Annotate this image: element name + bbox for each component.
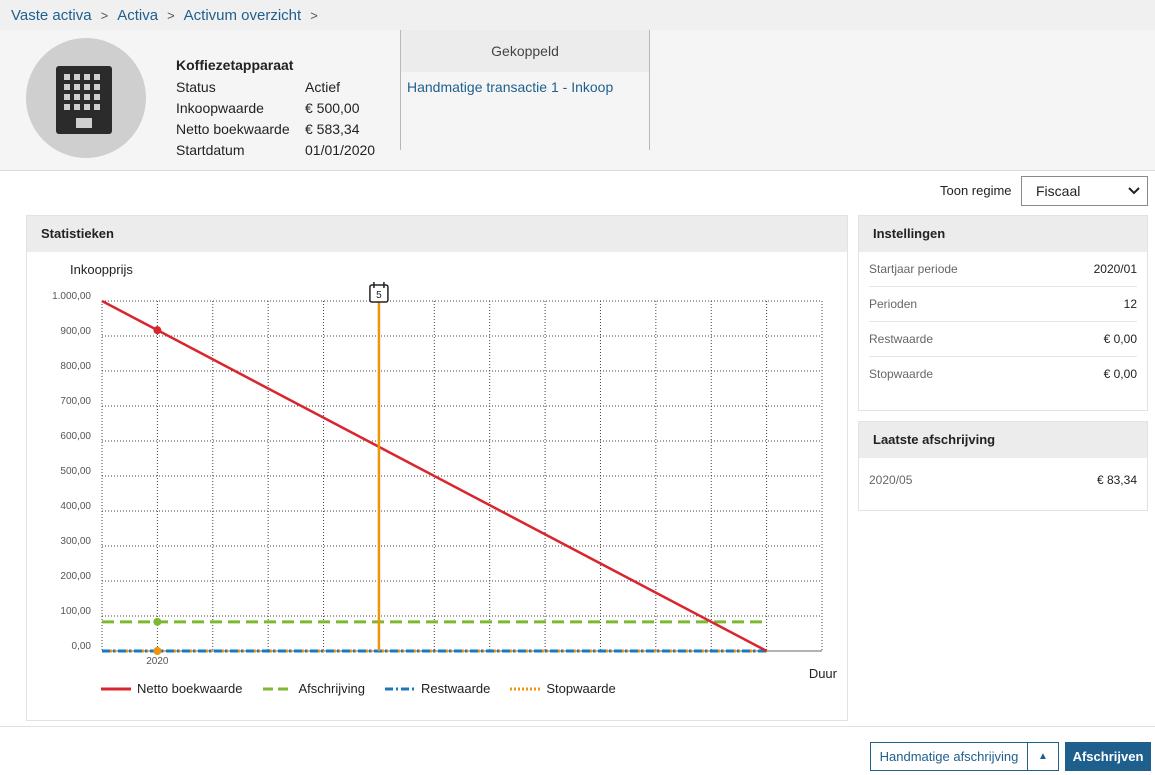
legend-item: Restwaarde — [384, 681, 491, 696]
x-axis-label: Duur — [809, 666, 838, 681]
legend-item: Afschrijving — [262, 681, 365, 696]
legend-item: Netto boekwaarde — [101, 681, 243, 696]
settings-row: Stopwaarde € 0,00 — [869, 357, 1137, 392]
manual-depreciation-button[interactable]: Handmatige afschrijving — [870, 742, 1028, 771]
settings-key: Startjaar periode — [869, 262, 958, 276]
chevron-right-icon: > — [167, 7, 175, 23]
breadcrumb-activa[interactable]: Activa — [117, 6, 159, 24]
depreciate-button[interactable]: Afschrijven — [1065, 742, 1151, 771]
building-icon — [56, 66, 112, 134]
legend-swatch-afschrijving — [262, 687, 293, 690]
settings-value: € 0,00 — [1103, 332, 1137, 346]
last-depreciation-period: 2020/05 — [869, 473, 913, 487]
avatar — [26, 38, 146, 158]
property-row: Status Actief — [176, 77, 375, 98]
settings-value: € 0,00 — [1103, 367, 1137, 381]
chart-legend: Netto boekwaarde Afschrijving Restwaarde… — [101, 681, 636, 696]
property-key: Inkoopwaarde — [176, 100, 264, 116]
settings-panel: Instellingen Startjaar periode 2020/01 Pe… — [858, 215, 1148, 411]
property-value: € 500,00 — [305, 100, 360, 116]
property-value: € 583,34 — [305, 121, 360, 137]
legend-label: Restwaarde — [420, 681, 491, 696]
property-row: Netto boekwaarde € 583,34 — [176, 119, 375, 140]
depreciation-chart: Inkoopprijs Duur 1.000,00 900,00 800,00 700… — [52, 262, 838, 681]
settings-row: Startjaar periode 2020/01 — [869, 252, 1137, 287]
legend-item: Stopwaarde — [510, 681, 616, 696]
breadcrumb-activum-overzicht[interactable]: Activum overzicht — [183, 6, 302, 24]
y-tick-label: 600,00 — [60, 431, 91, 442]
regime-label: Toon regime — [940, 183, 1012, 198]
last-depreciation-amount: € 83,34 — [1096, 473, 1137, 487]
statistics-title: Statistieken — [27, 216, 847, 252]
settings-key: Stopwaarde — [869, 367, 934, 381]
last-depreciation-row: 2020/05 € 83,34 — [869, 458, 1137, 502]
legend-label: Stopwaarde — [546, 681, 616, 696]
settings-title: Instellingen — [859, 216, 1147, 252]
footer-divider — [0, 726, 1155, 727]
x-tick-label: 2020 — [146, 656, 169, 667]
property-key: Status — [176, 79, 216, 95]
current-period-label: 5 — [376, 290, 382, 301]
data-point — [153, 326, 162, 335]
chevron-right-icon: > — [100, 7, 109, 23]
legend-label: Netto boekwaarde — [137, 681, 243, 696]
linked-panel: Gekoppeld Handmatige transactie 1 - Inko… — [400, 30, 650, 150]
breadcrumb: Vaste activa > Activa > Activum overzich… — [0, 0, 1155, 30]
last-depreciation-panel: Laatste afschrijving 2020/05 € 83,34 — [858, 421, 1148, 511]
asset-properties: Status Actief Inkoopwaarde € 500,00 Netto … — [176, 77, 375, 161]
statistics-panel: Statistieken Inkoopprijs Duur 1.000,00 90… — [26, 215, 848, 721]
property-value: Actief — [305, 79, 341, 95]
regime-selected-value: Fiscaal — [1036, 183, 1081, 199]
settings-value: 2020/01 — [1093, 262, 1137, 276]
y-tick-label: 300,00 — [60, 536, 91, 547]
calendar-icon — [369, 284, 389, 303]
last-depreciation-title: Laatste afschrijving — [859, 422, 1147, 458]
y-tick-label: 800,00 — [60, 361, 91, 372]
settings-row: Perioden 12 — [869, 287, 1137, 322]
y-tick-label: 0,00 — [72, 641, 92, 652]
regime-select[interactable]: Fiscaal — [1021, 176, 1148, 206]
chevron-down-icon — [1128, 187, 1140, 195]
chevron-right-icon: > — [310, 7, 318, 23]
data-point — [153, 617, 162, 626]
linked-transaction-link[interactable]: Handmatige transactie 1 - Inkoop — [407, 79, 614, 95]
property-row: Startdatum 01/01/2020 — [176, 140, 375, 161]
y-tick-label: 200,00 — [60, 571, 91, 582]
y-tick-label: 500,00 — [60, 466, 91, 477]
legend-swatch-netto — [101, 687, 131, 690]
y-tick-label: 400,00 — [60, 501, 91, 512]
property-row: Inkoopwaarde € 500,00 — [176, 98, 375, 119]
property-key: Netto boekwaarde — [176, 121, 290, 137]
y-tick-label: 100,00 — [60, 606, 91, 617]
y-tick-label: 700,00 — [60, 396, 91, 407]
property-key: Startdatum — [176, 142, 245, 158]
legend-swatch-stopwaarde — [510, 687, 541, 690]
settings-key: Restwaarde — [869, 332, 934, 346]
caret-up-icon[interactable]: ▲ — [1027, 742, 1059, 771]
settings-value: 12 — [1123, 297, 1137, 311]
y-tick-label: 900,00 — [60, 326, 91, 337]
linked-header: Gekoppeld — [401, 30, 649, 72]
y-axis-label: Inkoopprijs — [70, 262, 133, 277]
asset-name: Koffiezetapparaat — [176, 57, 294, 73]
breadcrumb-vaste-activa[interactable]: Vaste activa — [11, 6, 92, 24]
property-value: 01/01/2020 — [305, 142, 376, 158]
asset-header: Koffiezetapparaat Status Actief Inkoopwaa… — [0, 30, 1155, 171]
data-point — [153, 647, 162, 655]
settings-key: Perioden — [869, 297, 918, 311]
settings-row: Restwaarde € 0,00 — [869, 322, 1137, 357]
legend-label: Afschrijving — [298, 681, 365, 696]
legend-swatch-restwaarde — [384, 687, 415, 690]
y-tick-label: 1.000,00 — [52, 291, 91, 302]
